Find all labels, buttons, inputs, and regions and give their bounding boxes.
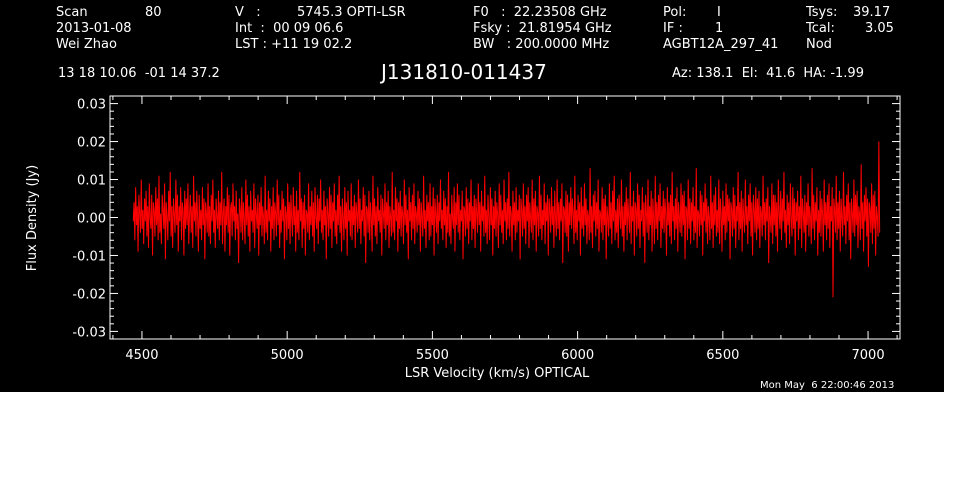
x-axis-label: LSR Velocity (km/s) OPTICAL xyxy=(405,366,590,381)
rest-frequency: F0 : 22.23508 GHz xyxy=(473,5,607,20)
y-tick-label: 0.03 xyxy=(77,98,106,113)
tsys-value: 39.17 xyxy=(853,5,891,20)
y-tick-label: 0.02 xyxy=(77,136,106,151)
integration-time: Int : 00 09 06.6 xyxy=(235,21,344,36)
velocity-label: V : xyxy=(235,5,261,20)
y-tick-label: 0.01 xyxy=(77,174,106,189)
lst-value: LST : +11 19 02.2 xyxy=(235,37,353,52)
polarization-value: I xyxy=(717,5,721,20)
scan-value: 80 xyxy=(145,5,162,20)
observer-name: Wei Zhao xyxy=(56,37,117,52)
scan-label: Scan xyxy=(56,5,88,20)
y-tick-label: -0.03 xyxy=(72,325,106,340)
sky-frequency: Fsky : 21.81954 GHz xyxy=(473,21,612,36)
y-axis-ticks: 0.03 0.02 0.01 0.00 -0.01 -0.02 -0.03 xyxy=(72,98,900,340)
tcal-value: 3.05 xyxy=(865,21,894,36)
bandwidth: BW : 200.0000 MHz xyxy=(473,37,610,52)
tcal-label: Tcal: xyxy=(806,21,835,36)
tsys-label: Tsys: xyxy=(806,5,838,20)
x-tick-label: 6500 xyxy=(706,348,739,363)
polarization-label: Pol: xyxy=(663,5,687,20)
observing-mode: Nod xyxy=(806,37,832,52)
velocity-value: 5745.3 OPTI-LSR xyxy=(297,5,406,20)
spectrum-trace-group xyxy=(132,141,881,298)
x-tick-label: 4500 xyxy=(125,348,158,363)
plot-timestamp: Mon May 6 22:00:46 2013 xyxy=(760,380,895,391)
if-value: 1 xyxy=(715,21,724,36)
az-el-ha: Az: 138.1 El: 41.6 HA: -1.99 xyxy=(672,66,864,81)
x-tick-label: 6000 xyxy=(561,348,594,363)
x-tick-label: 5000 xyxy=(271,348,304,363)
spectrum-trace xyxy=(132,141,881,298)
x-tick-label: 5500 xyxy=(416,348,449,363)
y-tick-label: -0.02 xyxy=(72,287,106,302)
obs-date: 2013-01-08 xyxy=(56,21,132,36)
spectrum-chart: 4500 5000 5500 6000 6500 7000 0.030.020.010.0… xyxy=(25,95,901,381)
source-name: J131810-011437 xyxy=(381,60,547,84)
y-axis-label: Flux Density (Jy) xyxy=(25,165,40,271)
y-tick-label: -0.01 xyxy=(72,249,106,264)
if-label: IF : xyxy=(663,21,683,36)
project-id: AGBT12A_297_41 xyxy=(663,37,779,52)
x-tick-label: 7000 xyxy=(852,348,885,363)
x-axis-ticks: 4500 5000 5500 6000 6500 7000 xyxy=(112,96,898,363)
y-tick-label: 0.00 xyxy=(77,212,106,227)
source-coordinates: 13 18 10.06 -01 14 37.2 xyxy=(58,66,220,81)
